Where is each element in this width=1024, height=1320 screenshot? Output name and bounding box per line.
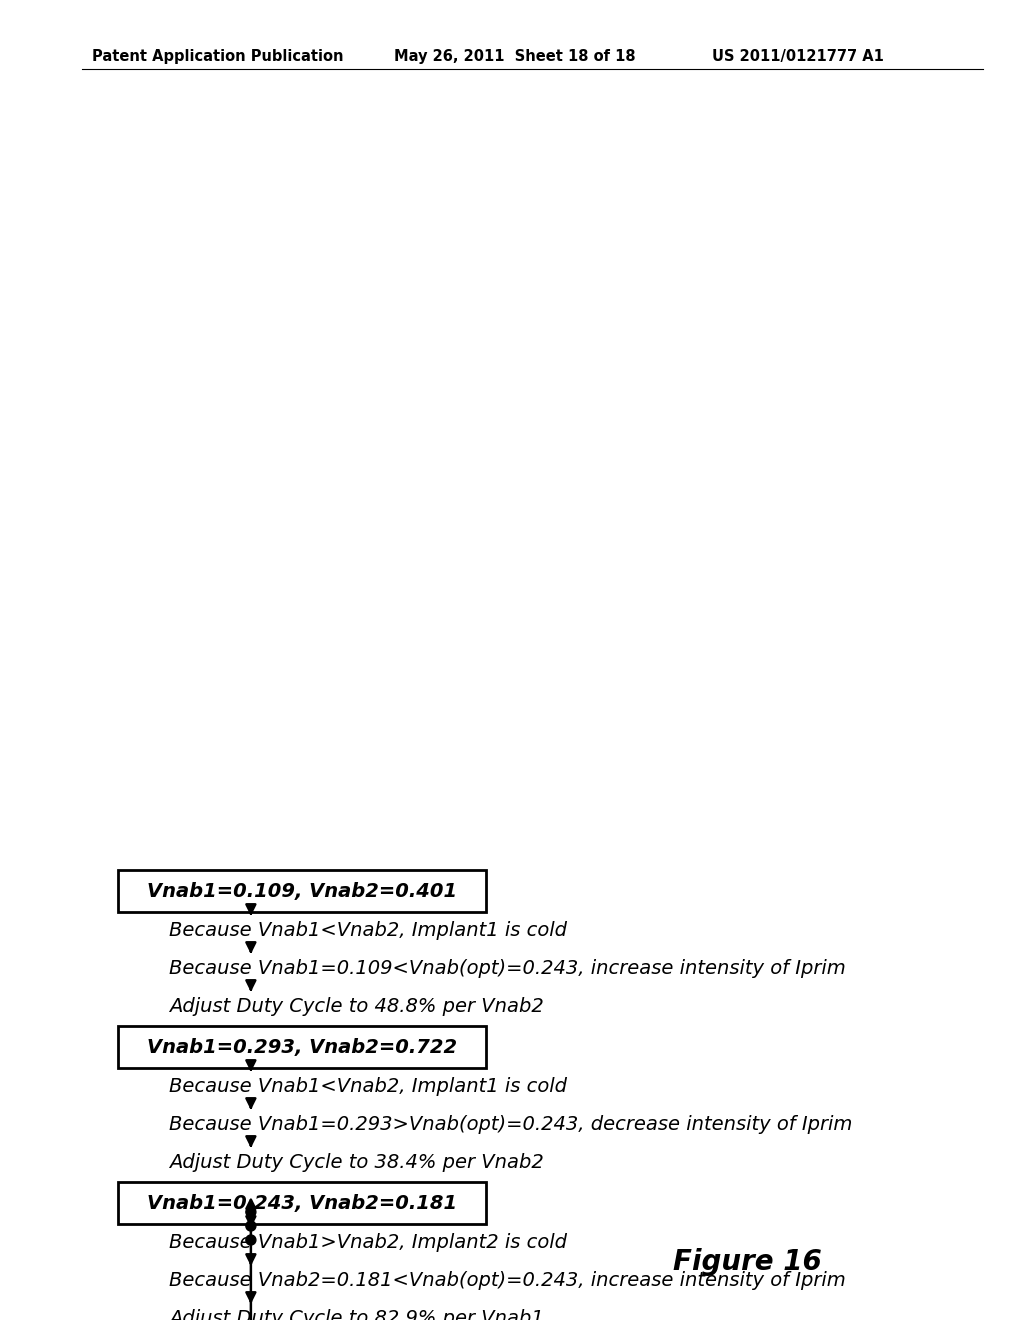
Text: Adjust Duty Cycle to 82.9% per Vnab1: Adjust Duty Cycle to 82.9% per Vnab1 (169, 1309, 544, 1320)
Text: Because Vnab1<Vnab2, Implant1 is cold: Because Vnab1<Vnab2, Implant1 is cold (169, 1077, 567, 1097)
Text: Patent Application Publication: Patent Application Publication (92, 49, 344, 65)
Circle shape (246, 1236, 256, 1245)
Text: Because Vnab1=0.109<Vnab(opt)=0.243, increase intensity of Iprim: Because Vnab1=0.109<Vnab(opt)=0.243, inc… (169, 960, 846, 978)
Text: Vnab1=0.109, Vnab2=0.401: Vnab1=0.109, Vnab2=0.401 (147, 882, 457, 900)
Text: Because Vnab2=0.181<Vnab(opt)=0.243, increase intensity of Iprim: Because Vnab2=0.181<Vnab(opt)=0.243, inc… (169, 1271, 846, 1291)
Text: Figure 16: Figure 16 (673, 1247, 822, 1276)
Text: Vnab1=0.293, Vnab2=0.722: Vnab1=0.293, Vnab2=0.722 (147, 1038, 457, 1056)
Text: US 2011/0121777 A1: US 2011/0121777 A1 (712, 49, 884, 65)
Circle shape (246, 1206, 256, 1217)
Bar (118, 870, 486, 912)
Text: May 26, 2011  Sheet 18 of 18: May 26, 2011 Sheet 18 of 18 (394, 49, 636, 65)
Text: Adjust Duty Cycle to 48.8% per Vnab2: Adjust Duty Cycle to 48.8% per Vnab2 (169, 998, 544, 1016)
Text: Adjust Duty Cycle to 38.4% per Vnab2: Adjust Duty Cycle to 38.4% per Vnab2 (169, 1154, 544, 1172)
Text: Because Vnab1=0.293>Vnab(opt)=0.243, decrease intensity of Iprim: Because Vnab1=0.293>Vnab(opt)=0.243, dec… (169, 1115, 852, 1134)
Text: Vnab1=0.243, Vnab2=0.181: Vnab1=0.243, Vnab2=0.181 (147, 1193, 457, 1213)
Text: Because Vnab1>Vnab2, Implant2 is cold: Because Vnab1>Vnab2, Implant2 is cold (169, 1233, 567, 1253)
Bar (118, 1181, 486, 1224)
Circle shape (246, 1221, 256, 1232)
Text: Because Vnab1<Vnab2, Implant1 is cold: Because Vnab1<Vnab2, Implant1 is cold (169, 921, 567, 940)
Bar (118, 1026, 486, 1068)
